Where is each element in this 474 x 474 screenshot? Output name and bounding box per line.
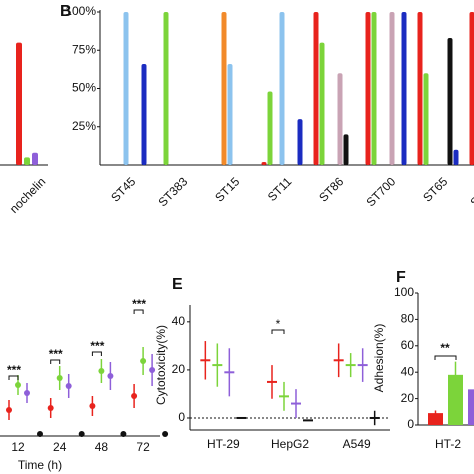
- y-tick-label: 20: [401, 391, 415, 405]
- mean-dot: [98, 368, 105, 374]
- x-tick-label: nochelin: [7, 174, 49, 216]
- mean-dot: [65, 383, 72, 389]
- x-tick-label: 24: [53, 440, 67, 454]
- y-tick-label: 100: [394, 285, 414, 299]
- annotation: *: [276, 317, 281, 331]
- mean-dot: [107, 373, 114, 379]
- annotation: ***: [49, 347, 63, 361]
- x-tick-label: ST11: [265, 174, 295, 204]
- mean-dot: [149, 367, 156, 373]
- annotation: **: [440, 341, 450, 355]
- bar: [423, 73, 429, 165]
- mean-dot: [47, 405, 54, 411]
- x-tick-label: 48: [95, 440, 109, 454]
- mean-dot: [6, 407, 12, 413]
- y-tick-label: 75%: [72, 42, 96, 56]
- x-tick-label: 12: [11, 440, 25, 454]
- annotation: ***: [90, 339, 104, 353]
- mean-dot: [24, 390, 30, 396]
- y-axis-title: Adhesion(%): [372, 324, 386, 393]
- bar: [297, 119, 303, 165]
- y-axis-title: Cytotoxicity(%): [154, 325, 168, 405]
- bar: [447, 38, 453, 166]
- x-tick-label: ST65: [420, 174, 450, 204]
- panel-label: B: [60, 3, 72, 20]
- bar: [401, 12, 407, 165]
- bar: [24, 157, 30, 165]
- x-tick-label: ST700: [363, 174, 398, 209]
- bar: [371, 12, 377, 165]
- bar: [221, 12, 227, 165]
- bar: [227, 64, 233, 165]
- mean-dot: [37, 431, 43, 437]
- x-tick-label: A549: [343, 437, 371, 451]
- bracket: [271, 329, 285, 334]
- y-tick-label: 25%: [72, 119, 96, 133]
- mean-dot: [78, 431, 85, 437]
- mean-dot: [140, 358, 147, 364]
- x-tick-label: ST86: [316, 174, 346, 204]
- x-tick-label: HepG2: [271, 437, 309, 451]
- bracket: [91, 351, 102, 356]
- annotation: ***: [7, 363, 21, 377]
- mean-dot: [15, 382, 21, 388]
- bar: [343, 134, 349, 165]
- bracket: [50, 359, 61, 364]
- annotation: ***: [132, 297, 146, 311]
- mean-dot: [162, 431, 169, 437]
- bracket: [133, 309, 144, 314]
- bar: [141, 64, 147, 165]
- x-tick-label: HT-2: [435, 437, 461, 451]
- bar: [279, 12, 285, 165]
- panel-label: F: [396, 269, 406, 286]
- x-axis-title: Time (h): [18, 458, 62, 472]
- y-tick-label: 40: [401, 364, 415, 378]
- panel-label: E: [172, 276, 183, 293]
- y-tick-label: 50%: [72, 81, 96, 95]
- bar: [389, 12, 395, 165]
- y-tick-label: 100%: [65, 4, 96, 18]
- bar: [163, 12, 169, 165]
- bar: [32, 152, 38, 165]
- y-tick-label: 60: [401, 338, 415, 352]
- y-tick-label: 0: [407, 417, 414, 431]
- y-tick-label: 80: [401, 312, 415, 326]
- y-tick-label: 20: [172, 362, 186, 376]
- mean-dot: [131, 393, 138, 399]
- y-tick-label: 40: [172, 314, 186, 328]
- bar: [468, 389, 474, 425]
- bar: [365, 12, 371, 165]
- bar: [261, 161, 267, 165]
- bar: [313, 12, 319, 165]
- x-tick-label: 72: [136, 440, 150, 454]
- x-tick-label: ST15: [212, 174, 242, 204]
- y-tick-label: 0: [178, 410, 185, 424]
- mean-dot: [56, 375, 63, 381]
- bar: [469, 12, 474, 165]
- bar: [267, 91, 273, 165]
- bar: [453, 149, 459, 165]
- bar: [448, 374, 463, 425]
- mean-dot: [89, 403, 96, 409]
- x-tick-label: ST45: [108, 174, 138, 204]
- bracket: [434, 355, 457, 360]
- x-tick-label: ST383: [155, 174, 190, 209]
- mean-dot: [120, 431, 127, 437]
- bracket: [8, 375, 19, 380]
- bar: [337, 73, 343, 165]
- x-tick-label: HT-29: [207, 437, 240, 451]
- bar: [123, 12, 129, 165]
- bar: [417, 12, 423, 165]
- bar: [319, 42, 325, 165]
- x-tick-label: ST412: [467, 174, 474, 209]
- bar: [428, 413, 443, 425]
- bar: [16, 42, 22, 165]
